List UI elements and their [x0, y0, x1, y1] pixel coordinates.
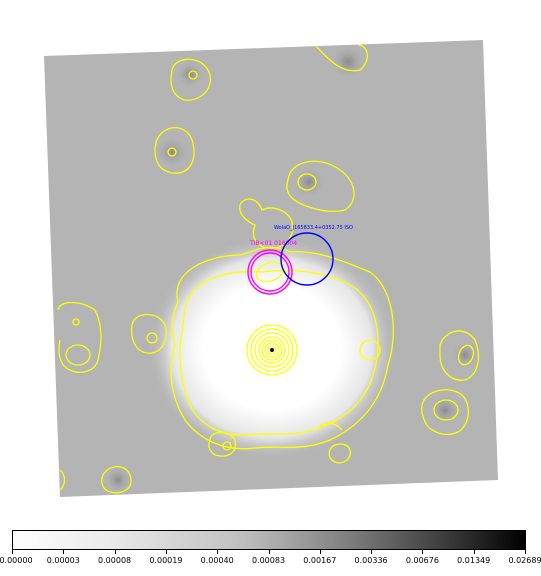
colorbar[interactable]: [12, 530, 526, 550]
colorbar-tick-label: 0.00083: [251, 556, 286, 565]
central-core: [270, 348, 274, 352]
faint-source: [176, 60, 204, 88]
magenta-region-outer[interactable]: [247, 249, 293, 295]
magenta-region-inner[interactable]: [250, 252, 290, 292]
colorbar-panel: 0.00000 0.00003 0.00008 0.00019 0.00040 0.000…: [0, 505, 541, 576]
colorbar-tick: [319, 550, 321, 554]
colorbar-tick-label: 0.00003: [46, 556, 80, 565]
faint-source: [330, 44, 366, 80]
blue-region-label: WolaO_J165833.4+0352.75 ISO: [274, 225, 353, 231]
colorbar-tick: [422, 550, 424, 554]
faint-source: [293, 166, 325, 198]
colorbar-tick-label: 0.00000: [0, 556, 33, 565]
blue-region[interactable]: [280, 232, 334, 286]
magenta-region-label: TIB<01 016004: [249, 240, 297, 247]
colorbar-tick-label: 0.00019: [149, 556, 183, 565]
colorbar-tick-label: 0.02689: [508, 556, 541, 565]
colorbar-tick-label: 0.00676: [405, 556, 439, 565]
faint-source: [104, 466, 132, 494]
image-viewer[interactable]: TIB<01 016004 WolaO_J165833.4+0352.75 IS…: [0, 0, 541, 505]
colorbar-tick: [268, 550, 270, 554]
colorbar-tick: [63, 550, 65, 554]
colorbar-tick: [114, 550, 116, 554]
colorbar-tick-label: 0.00167: [303, 556, 337, 565]
colorbar-tick: [525, 550, 526, 554]
colorbar-tick-label: 0.00008: [98, 556, 132, 565]
sky-image: TIB<01 016004 WolaO_J165833.4+0352.75 IS…: [44, 40, 498, 497]
colorbar-tick: [371, 550, 373, 554]
colorbar-tick: [165, 550, 167, 554]
colorbar-tick-label: 0.00040: [200, 556, 234, 565]
colorbar-tick-label: 0.01349: [457, 556, 491, 565]
colorbar-tick: [12, 550, 13, 554]
colorbar-tick: [217, 550, 219, 554]
colorbar-tick: [473, 550, 475, 554]
colorbar-tick-label: 0.00336: [354, 556, 388, 565]
faint-source: [156, 136, 188, 168]
